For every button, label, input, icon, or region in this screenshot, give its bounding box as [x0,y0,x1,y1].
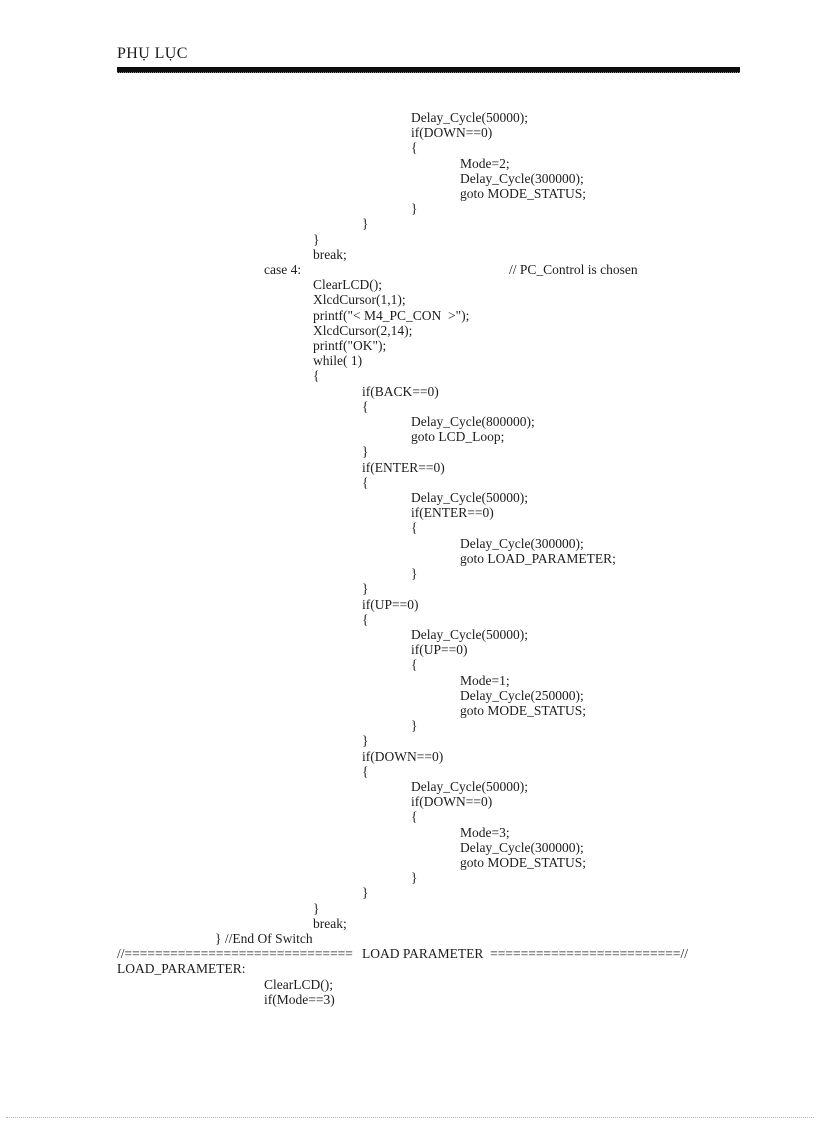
code-line: if(DOWN==0) [117,748,444,764]
header-rule [117,67,740,73]
footer-dotted-line [6,1117,814,1118]
code-line: //============================== LOAD PA… [117,946,688,962]
code-listing: Delay_Cycle(50000); if(DOWN==0) { Mode=2… [117,110,816,1007]
code-line: { [117,657,418,673]
code-line: ClearLCD(); [117,277,382,293]
code-line: break; [117,246,347,262]
code-line: printf("< M4_PC_CON >"); [117,307,470,323]
code-line: { [117,520,418,536]
code-line: case 4: // PC_Control is chosen [117,262,638,278]
code-line: Mode=2; [117,155,510,171]
code-line: Mode=3; [117,824,510,840]
code-line: { [117,368,320,384]
code-line: } [117,201,418,217]
code-line: } [117,216,369,232]
code-line: Delay_Cycle(800000); [117,414,535,430]
code-line: { [117,140,418,156]
code-line: } [117,900,320,916]
code-line: if(DOWN==0) [117,794,493,810]
code-line: { [117,398,369,414]
code-line: while( 1) [117,353,363,369]
code-line: XlcdCursor(1,1); [117,292,406,308]
code-line: } [117,885,369,901]
code-line: } [117,870,418,886]
code-line: Delay_Cycle(50000); [117,626,528,642]
code-line: XlcdCursor(2,14); [117,322,413,338]
code-line: goto MODE_STATUS; [117,702,587,718]
code-line: } [117,566,418,582]
code-line: if(UP==0) [117,596,419,612]
code-line: } [117,231,320,247]
code-line: ClearLCD(); [117,976,333,992]
code-line: goto LCD_Loop; [117,429,505,445]
code-line: { [117,809,418,825]
code-line: Delay_Cycle(300000); [117,535,584,551]
code-line: goto MODE_STATUS; [117,854,587,870]
code-line: Delay_Cycle(250000); [117,687,584,703]
code-line: if(Mode==3) [117,991,335,1007]
code-line: Mode=1; [117,672,510,688]
code-line: } //End Of Switch [117,930,313,946]
code-line: if(BACK==0) [117,383,439,399]
code-line: Delay_Cycle(50000); [117,490,528,506]
code-line: goto LOAD_PARAMETER; [117,550,616,566]
code-line: Delay_Cycle(300000); [117,170,584,186]
code-line: break; [117,915,347,931]
code-line: { [117,474,369,490]
page-title: PHỤ LỤC [117,45,188,62]
code-line: if(UP==0) [117,642,468,658]
code-line: } [117,733,369,749]
code-line: } [117,581,369,597]
code-line: } [117,718,418,734]
code-line: } [117,444,369,460]
code-line: { [117,763,369,779]
code-line: if(DOWN==0) [117,125,493,141]
code-line: printf("OK"); [117,338,387,354]
code-line: Delay_Cycle(50000); [117,778,528,794]
code-line: Delay_Cycle(50000); [117,110,528,125]
code-line: if(ENTER==0) [117,459,445,475]
code-line: Delay_Cycle(300000); [117,839,584,855]
code-line: { [117,611,369,627]
code-line: goto MODE_STATUS; [117,186,587,202]
code-line: if(ENTER==0) [117,505,494,521]
code-line: LOAD_PARAMETER: [117,961,246,977]
